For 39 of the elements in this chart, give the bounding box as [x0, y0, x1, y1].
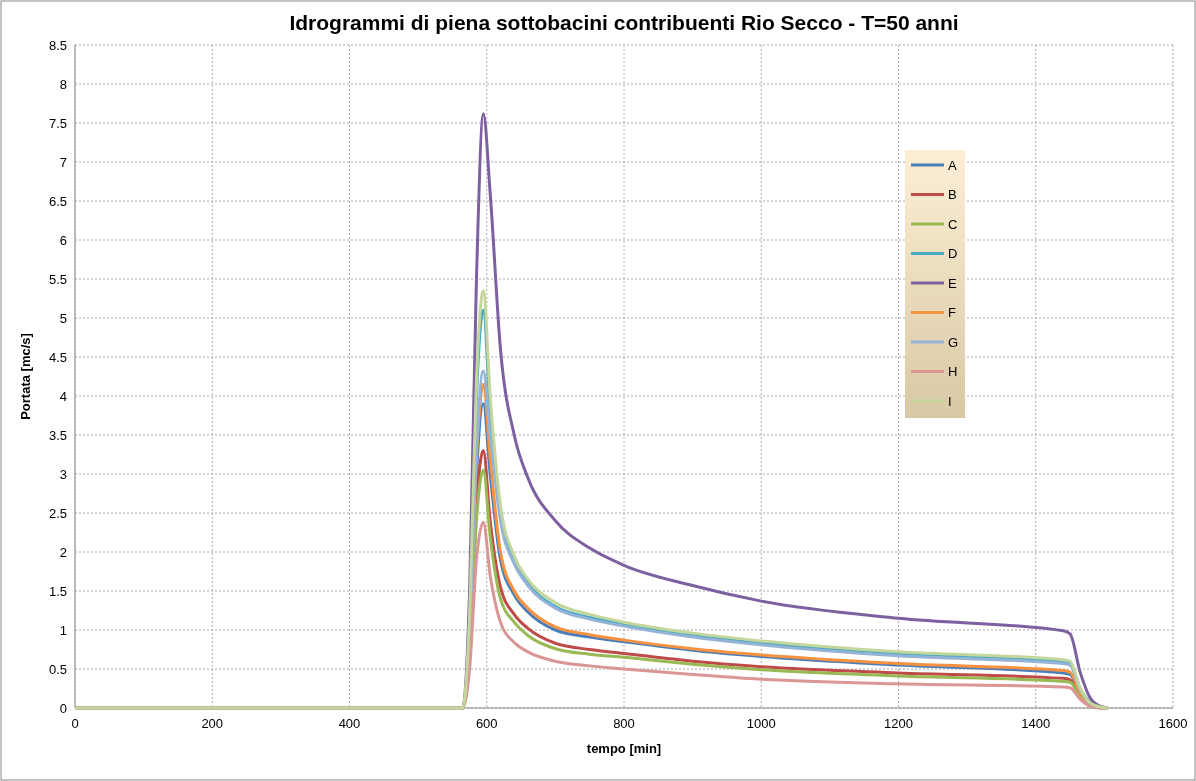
x-tick-label: 200 — [201, 716, 224, 731]
y-tick-label: 3.5 — [48, 427, 67, 443]
y-tick-label: 1 — [59, 622, 67, 638]
legend-label: F — [948, 305, 956, 321]
legend-label: D — [948, 246, 958, 262]
x-tick-label: 1200 — [884, 716, 913, 731]
y-tick-label: 6.5 — [48, 193, 67, 209]
legend-label: B — [948, 187, 957, 203]
x-tick-label: 800 — [613, 716, 635, 731]
x-tick-label: 1400 — [1021, 716, 1051, 731]
y-tick-label: 3 — [59, 466, 67, 482]
x-tick-label: 400 — [338, 716, 361, 731]
legend-label: G — [948, 334, 959, 350]
x-tick-label: 600 — [475, 716, 498, 731]
y-tick-label: 4 — [59, 388, 67, 404]
y-tick-label: 2 — [59, 544, 67, 560]
y-tick-label: 6 — [59, 232, 67, 248]
x-tick-label: 1000 — [746, 716, 776, 731]
y-tick-label: 8 — [59, 76, 67, 92]
legend-label: H — [948, 364, 958, 380]
y-tick-label: 5 — [59, 310, 67, 326]
y-tick-label: 4.5 — [48, 349, 67, 365]
x-axis-title: tempo [min] — [586, 741, 662, 756]
legend-label: A — [948, 157, 957, 173]
y-axis-title: Portata [mc/s] — [18, 333, 33, 420]
y-tick-label: 0.5 — [48, 661, 67, 677]
legend-label: C — [948, 216, 958, 232]
y-tick-label: 5.5 — [48, 271, 67, 287]
y-tick-label: 7.5 — [48, 115, 67, 131]
x-tick-label: 0 — [71, 716, 79, 731]
y-tick-label: 8.5 — [48, 37, 67, 53]
x-tick-label: 1600 — [1158, 716, 1188, 731]
y-tick-label: 7 — [59, 154, 67, 170]
legend-label: E — [948, 275, 957, 291]
chart-title: Idrogrammi di piena sottobacini contribuenti Rio Secco - T=50 anni — [289, 11, 959, 34]
y-tick-label: 0 — [59, 700, 67, 716]
y-tick-label: 1.5 — [48, 583, 67, 599]
y-tick-label: 2.5 — [48, 505, 67, 521]
legend-label: I — [948, 393, 952, 409]
